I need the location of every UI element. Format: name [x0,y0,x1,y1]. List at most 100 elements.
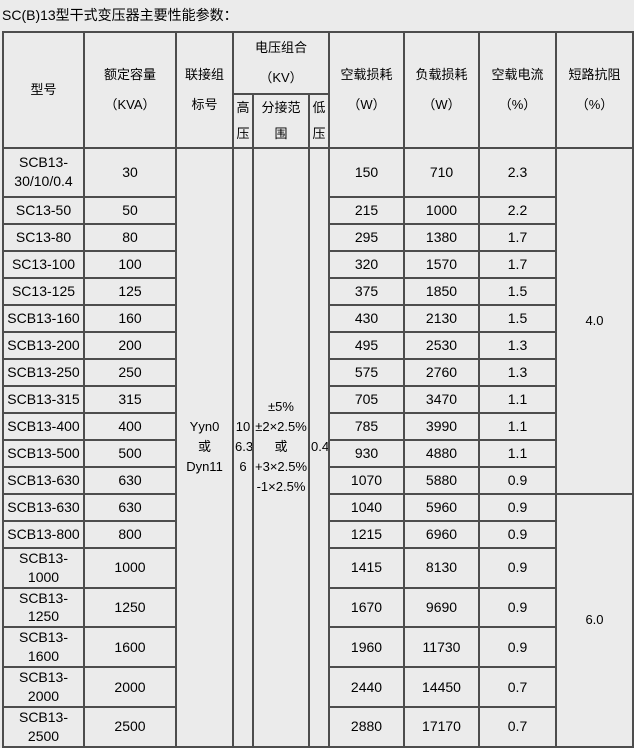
capacity-cell: 630 [83,465,177,495]
load-loss-cell: 17170 [403,705,480,748]
no-load-loss-cell: 575 [328,357,405,387]
table-row: SCB13-1250 1250 1670 9690 0.9 [2,586,633,629]
header-no-load-loss: 空载损耗 （W） [328,31,405,149]
capacity-cell: 125 [83,276,177,306]
capacity-cell: 250 [83,357,177,387]
capacity-cell: 630 [83,492,177,522]
no-load-current-cell: 1.1 [478,438,557,468]
capacity-cell: 80 [83,222,177,252]
header-model: 型号 [2,31,85,149]
load-loss-cell: 1000 [403,195,480,225]
header-connection: 联接组 标号 [175,31,234,149]
capacity-cell: 100 [83,249,177,279]
hv-cell: 10 6.3 6 [232,146,254,748]
load-loss-cell: 5880 [403,465,480,495]
no-load-current-cell: 0.9 [478,519,557,549]
load-loss-cell: 6960 [403,519,480,549]
no-load-current-cell: 1.1 [478,411,557,441]
capacity-cell: 315 [83,384,177,414]
load-loss-cell: 2760 [403,357,480,387]
no-load-current-cell: 0.9 [478,492,557,522]
table-row: SC13-80 80 295 1380 1.7 [2,222,633,252]
connection-cell: Yyn0 或 Dyn11 [175,146,234,748]
load-loss-cell: 4880 [403,438,480,468]
no-load-current-cell: 1.3 [478,330,557,360]
model-cell: SCB13-250 [2,357,85,387]
capacity-cell: 30 [83,146,177,198]
header-lv: 低 压 [308,92,330,149]
header-hv: 高 压 [232,92,254,149]
load-loss-cell: 1850 [403,276,480,306]
capacity-cell: 1600 [83,626,177,669]
table-row: SC13-125 125 375 1850 1.5 [2,276,633,306]
model-cell: SCB13-315 [2,384,85,414]
capacity-cell: 2000 [83,666,177,708]
table-row: SCB13-160 160 430 2130 1.5 [2,303,633,333]
impedance-cell: 4.0 [555,146,634,495]
header-capacity: 额定容量 （KVA） [83,31,177,149]
table-row: SCB13-1000 1000 1415 8130 0.9 [2,546,633,589]
capacity-cell: 50 [83,195,177,225]
table-row: SCB13- 30/10/0.4 30 Yyn0 或 Dyn11 10 6.3 6 ±5… [2,146,634,748]
no-load-loss-cell: 1040 [328,492,405,522]
no-load-current-cell: 0.7 [478,705,557,748]
no-load-current-cell: 1.1 [478,384,557,414]
model-cell: SCB13-2000 [2,666,85,708]
model-cell: SCB13- 30/10/0.4 [2,146,85,198]
load-loss-cell: 14450 [403,666,480,708]
load-loss-cell: 1570 [403,249,480,279]
table-row: SCB13-200 200 495 2530 1.3 [2,330,633,360]
capacity-cell: 1000 [83,546,177,589]
tap-range-cell: ±5% ±2×2.5% 或 +3×2.5% -1×2.5% [252,146,310,748]
capacity-cell: 500 [83,438,177,468]
capacity-cell: 200 [83,330,177,360]
no-load-current-cell: 0.9 [478,586,557,629]
capacity-cell: 1250 [83,586,177,629]
table-row: SC13-50 50 215 1000 2.2 [2,195,633,225]
load-loss-cell: 9690 [403,586,480,629]
no-load-current-cell: 2.2 [478,195,557,225]
no-load-loss-cell: 705 [328,384,405,414]
no-load-loss-cell: 2440 [328,666,405,708]
no-load-loss-cell: 295 [328,222,405,252]
no-load-current-cell: 0.7 [478,666,557,708]
model-cell: SCB13-1000 [2,546,85,589]
no-load-loss-cell: 375 [328,276,405,306]
load-loss-cell: 2530 [403,330,480,360]
model-cell: SCB13-630 [2,465,85,495]
header-impedance: 短路抗阻 （%） [555,31,634,149]
transformer-spec-table: 型号 额定容量 （KVA） 联接组 标号 电压组合 （KV） 空载损耗 （W） … [2,31,634,748]
no-load-current-cell: 2.3 [478,146,557,198]
load-loss-cell: 3990 [403,411,480,441]
model-cell: SC13-80 [2,222,85,252]
no-load-loss-cell: 495 [328,330,405,360]
capacity-cell: 2500 [83,705,177,748]
no-load-loss-cell: 320 [328,249,405,279]
page-title: SC(B)13型干式变压器主要性能参数： [2,7,238,23]
header-load-loss: 负载损耗 （W） [403,31,480,149]
model-cell: SC13-50 [2,195,85,225]
table-body: SCB13- 30/10/0.4 30 Yyn0 或 Dyn11 10 6.3 6 ±5… [2,146,634,748]
capacity-cell: 400 [83,411,177,441]
no-load-current-cell: 1.7 [478,222,557,252]
capacity-cell: 800 [83,519,177,549]
model-cell: SCB13-1250 [2,586,85,629]
table-row: SC13-100 100 320 1570 1.7 [2,249,633,279]
no-load-loss-cell: 215 [328,195,405,225]
header-no-load-current: 空载电流 （%） [478,31,557,149]
no-load-loss-cell: 785 [328,411,405,441]
no-load-current-cell: 0.9 [478,465,557,495]
no-load-loss-cell: 430 [328,303,405,333]
model-cell: SCB13-500 [2,438,85,468]
header-tap-range: 分接范 围 [252,92,310,149]
no-load-loss-cell: 930 [328,438,405,468]
model-cell: SCB13-400 [2,411,85,441]
load-loss-cell: 8130 [403,546,480,589]
no-load-current-cell: 1.5 [478,303,557,333]
model-cell: SC13-100 [2,249,85,279]
no-load-loss-cell: 2880 [328,705,405,748]
table-row: SCB13-500 500 930 4880 1.1 [2,438,633,468]
no-load-loss-cell: 1070 [328,465,405,495]
load-loss-cell: 1380 [403,222,480,252]
capacity-cell: 160 [83,303,177,333]
